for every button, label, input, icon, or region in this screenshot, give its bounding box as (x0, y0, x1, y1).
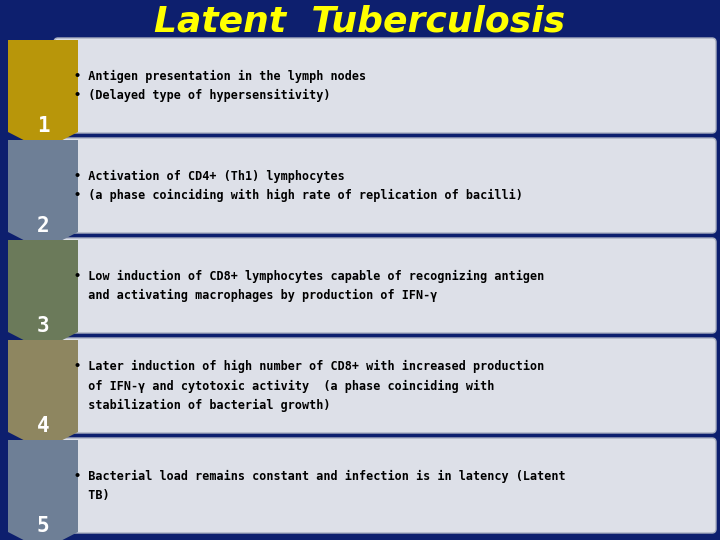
FancyBboxPatch shape (54, 238, 716, 333)
Polygon shape (8, 440, 78, 540)
Text: • Bacterial load remains constant and infection is in latency (Latent
  TB): • Bacterial load remains constant and in… (74, 470, 566, 502)
FancyBboxPatch shape (54, 38, 716, 133)
Text: Latent  Tuberculosis: Latent Tuberculosis (154, 5, 566, 39)
FancyBboxPatch shape (54, 138, 716, 233)
Text: • Antigen presentation in the lymph nodes
• (Delayed type of hypersensitivity): • Antigen presentation in the lymph node… (74, 70, 366, 102)
Text: • Later induction of high number of CD8+ with increased production
  of IFN-γ an: • Later induction of high number of CD8+… (74, 360, 544, 411)
FancyBboxPatch shape (54, 338, 716, 433)
Polygon shape (8, 140, 78, 250)
Text: 5: 5 (37, 516, 49, 536)
Text: 3: 3 (37, 316, 49, 336)
Text: 1: 1 (37, 116, 49, 136)
FancyBboxPatch shape (54, 438, 716, 533)
Text: • Activation of CD4+ (Th1) lymphocytes
• (a phase coinciding with high rate of r: • Activation of CD4+ (Th1) lymphocytes •… (74, 170, 523, 202)
Polygon shape (8, 240, 78, 350)
Text: • Low induction of CD8+ lymphocytes capable of recognizing antigen
  and activat: • Low induction of CD8+ lymphocytes capa… (74, 270, 544, 302)
Polygon shape (8, 40, 78, 150)
Text: 2: 2 (37, 216, 49, 236)
Polygon shape (8, 340, 78, 450)
Text: 4: 4 (37, 416, 49, 436)
